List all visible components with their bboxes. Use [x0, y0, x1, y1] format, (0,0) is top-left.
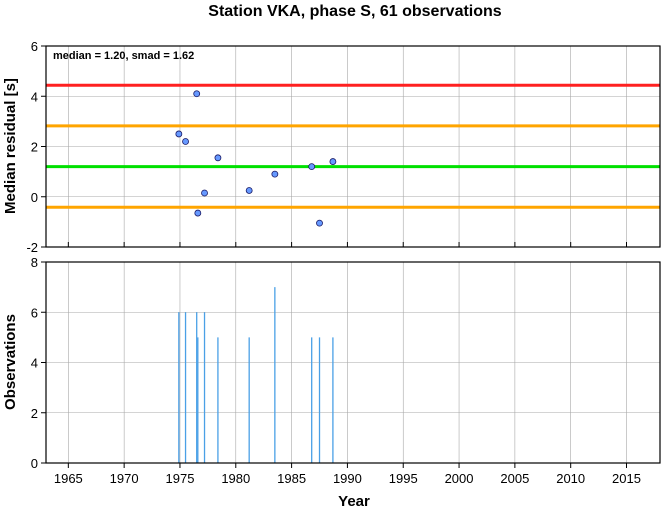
residual-point — [316, 219, 323, 227]
residual-point — [201, 189, 208, 197]
residual-point — [308, 163, 316, 171]
residual-points — [175, 90, 337, 227]
x-tick-label: 2015 — [612, 471, 641, 486]
residual-reference-lines — [46, 83, 660, 209]
x-tick-label: 1970 — [110, 471, 139, 486]
observations-y-ticks: 0 2 4 6 8 — [31, 255, 46, 471]
observations-y-tick-label: 4 — [31, 356, 38, 371]
observations-y-tick-label: 6 — [31, 305, 38, 320]
observations-grid — [46, 261, 660, 464]
chart-title: Station VKA, phase S, 61 observations — [208, 3, 502, 20]
residual-y-tick-label: 0 — [31, 190, 38, 205]
residual-point — [182, 138, 189, 145]
observations-bars — [178, 287, 334, 463]
residual-point — [214, 154, 222, 162]
observations-y-tick-label: 2 — [31, 406, 38, 421]
residual-y-tick-label: 4 — [31, 89, 38, 104]
observations-y-tick-label: 0 — [31, 456, 38, 471]
observations-x-ticks: 1965 1970 1975 1980 1985 1990 1995 2000 2005 2010… — [54, 463, 641, 486]
residual-point — [194, 209, 202, 217]
observations-panel: 0 2 4 6 8 1965 1970 1975 1980 1985 1990 1995 2000 20… — [2, 255, 661, 510]
residual-point — [193, 90, 201, 98]
x-tick-label: 2005 — [500, 471, 529, 486]
x-tick-label: 1975 — [166, 471, 195, 486]
observations-y-tick-label: 8 — [31, 255, 38, 270]
residual-point — [329, 158, 337, 165]
residual-panel: -2 0 2 4 6 median = 1.20, smad = 1.62 Median… — [2, 39, 661, 255]
x-tick-label: 1995 — [389, 471, 418, 486]
observations-y-axis-label: Observations — [2, 314, 19, 410]
residual-point — [271, 170, 279, 178]
x-tick-label: 1990 — [333, 471, 362, 486]
x-tick-label: 2010 — [556, 471, 585, 486]
residual-point — [175, 130, 183, 138]
x-tick-label: 1980 — [221, 471, 250, 486]
residual-y-axis-label: Median residual [s] — [2, 78, 19, 214]
residual-annotation: median = 1.20, smad = 1.62 — [53, 50, 194, 62]
residual-y-tick-label: -2 — [26, 240, 38, 255]
x-tick-label: 1985 — [277, 471, 306, 486]
x-tick-label: 2000 — [445, 471, 474, 486]
residual-y-ticks: -2 0 2 4 6 — [26, 39, 46, 255]
residual-point — [245, 187, 253, 194]
residual-y-tick-label: 6 — [31, 39, 38, 54]
x-axis-label: Year — [338, 493, 370, 510]
residual-grid — [46, 45, 660, 248]
x-tick-label: 1965 — [54, 471, 83, 486]
residual-y-tick-label: 2 — [31, 140, 38, 155]
